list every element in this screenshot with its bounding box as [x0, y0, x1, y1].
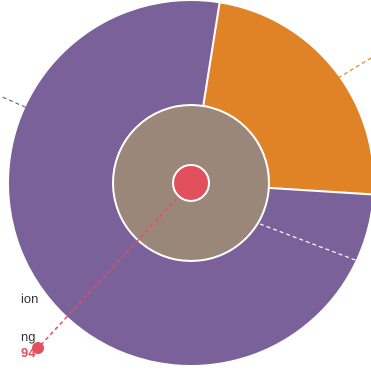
leader-line-inner — [259, 223, 371, 267]
annotation-value: 94 — [21, 345, 36, 360]
center-dot — [172, 164, 210, 202]
annotation-label-1: ion — [21, 291, 38, 306]
annotation-label-2: ng — [21, 329, 35, 344]
leader-line-purple — [0, 95, 33, 111]
leader-line-center — [37, 182, 192, 349]
leader-line-orange — [337, 57, 371, 79]
leader-end-dot — [32, 342, 44, 354]
